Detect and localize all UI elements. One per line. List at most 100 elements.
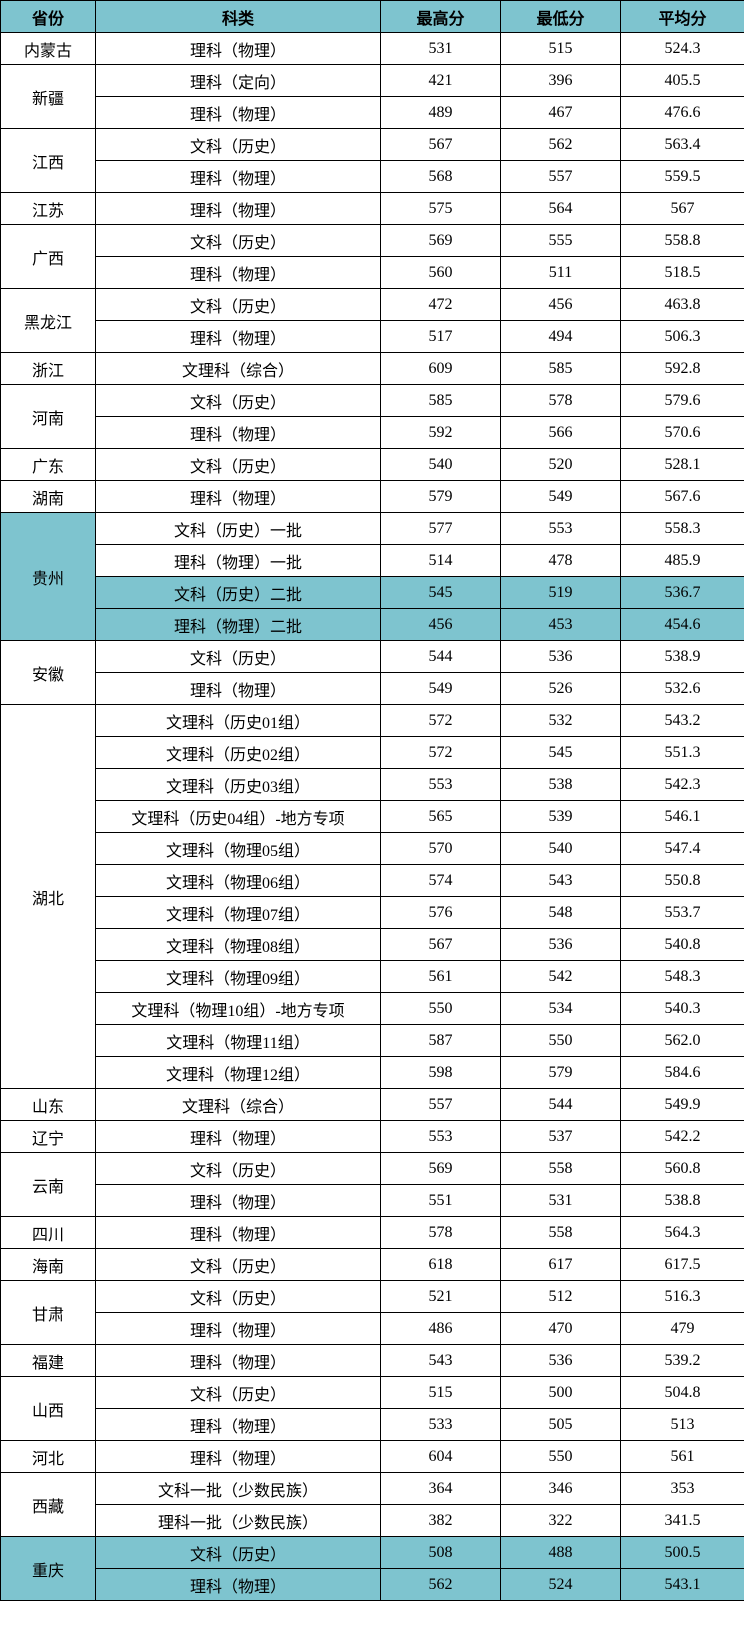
avg-cell: 516.3 bbox=[621, 1281, 744, 1313]
avg-cell: 536.7 bbox=[621, 577, 744, 609]
table-row: 文理科（物理12组）598579584.6 bbox=[1, 1057, 744, 1089]
avg-cell: 549.9 bbox=[621, 1089, 744, 1121]
min-cell: 322 bbox=[501, 1505, 621, 1537]
max-cell: 521 bbox=[381, 1281, 501, 1313]
table-row: 理科（物理）517494506.3 bbox=[1, 321, 744, 353]
category-cell: 文理科（历史03组） bbox=[96, 769, 381, 801]
score-table: 省份 科类 最高分 最低分 平均分 内蒙古理科（物理）531515524.3新疆… bbox=[0, 0, 744, 1601]
min-cell: 542 bbox=[501, 961, 621, 993]
avg-cell: 524.3 bbox=[621, 33, 744, 65]
max-cell: 575 bbox=[381, 193, 501, 225]
header-row: 省份 科类 最高分 最低分 平均分 bbox=[1, 1, 744, 33]
min-cell: 562 bbox=[501, 129, 621, 161]
max-cell: 569 bbox=[381, 1153, 501, 1185]
category-cell: 文科（历史） bbox=[96, 289, 381, 321]
category-cell: 理科一批（少数民族） bbox=[96, 1505, 381, 1537]
max-cell: 508 bbox=[381, 1537, 501, 1569]
category-cell: 文理科（综合） bbox=[96, 353, 381, 385]
max-cell: 515 bbox=[381, 1377, 501, 1409]
table-row: 文理科（历史04组）-地方专项565539546.1 bbox=[1, 801, 744, 833]
avg-cell: 542.3 bbox=[621, 769, 744, 801]
category-cell: 理科（物理） bbox=[96, 1313, 381, 1345]
category-cell: 理科（物理） bbox=[96, 257, 381, 289]
table-row: 云南文科（历史）569558560.8 bbox=[1, 1153, 744, 1185]
table-row: 海南文科（历史）618617617.5 bbox=[1, 1249, 744, 1281]
min-cell: 534 bbox=[501, 993, 621, 1025]
province-cell: 内蒙古 bbox=[1, 33, 96, 65]
table-row: 理科（物理）486470479 bbox=[1, 1313, 744, 1345]
category-cell: 理科（物理） bbox=[96, 481, 381, 513]
province-cell: 西藏 bbox=[1, 1473, 96, 1537]
min-cell: 617 bbox=[501, 1249, 621, 1281]
table-row: 理科（物理）551531538.8 bbox=[1, 1185, 744, 1217]
table-row: 文理科（物理06组）574543550.8 bbox=[1, 865, 744, 897]
max-cell: 576 bbox=[381, 897, 501, 929]
category-cell: 文科（历史） bbox=[96, 1153, 381, 1185]
category-cell: 理科（物理） bbox=[96, 321, 381, 353]
min-cell: 511 bbox=[501, 257, 621, 289]
province-cell: 重庆 bbox=[1, 1537, 96, 1601]
table-row: 重庆文科（历史）508488500.5 bbox=[1, 1537, 744, 1569]
max-cell: 569 bbox=[381, 225, 501, 257]
table-row: 湖北文理科（历史01组）572532543.2 bbox=[1, 705, 744, 737]
avg-cell: 560.8 bbox=[621, 1153, 744, 1185]
category-cell: 理科（物理） bbox=[96, 33, 381, 65]
avg-cell: 564.3 bbox=[621, 1217, 744, 1249]
table-row: 湖南理科（物理）579549567.6 bbox=[1, 481, 744, 513]
min-cell: 555 bbox=[501, 225, 621, 257]
avg-cell: 553.7 bbox=[621, 897, 744, 929]
min-cell: 578 bbox=[501, 385, 621, 417]
max-cell: 553 bbox=[381, 1121, 501, 1153]
min-cell: 579 bbox=[501, 1057, 621, 1089]
table-row: 文科（历史）二批545519536.7 bbox=[1, 577, 744, 609]
category-cell: 理科（物理）二批 bbox=[96, 609, 381, 641]
min-cell: 346 bbox=[501, 1473, 621, 1505]
table-row: 文理科（历史03组）553538542.3 bbox=[1, 769, 744, 801]
category-cell: 理科（物理） bbox=[96, 161, 381, 193]
province-cell: 河北 bbox=[1, 1441, 96, 1473]
province-cell: 云南 bbox=[1, 1153, 96, 1217]
min-cell: 520 bbox=[501, 449, 621, 481]
min-cell: 538 bbox=[501, 769, 621, 801]
avg-cell: 551.3 bbox=[621, 737, 744, 769]
max-cell: 572 bbox=[381, 705, 501, 737]
min-cell: 505 bbox=[501, 1409, 621, 1441]
table-row: 理科（物理）549526532.6 bbox=[1, 673, 744, 705]
avg-cell: 538.8 bbox=[621, 1185, 744, 1217]
province-cell: 福建 bbox=[1, 1345, 96, 1377]
avg-cell: 592.8 bbox=[621, 353, 744, 385]
min-cell: 545 bbox=[501, 737, 621, 769]
max-cell: 579 bbox=[381, 481, 501, 513]
avg-cell: 579.6 bbox=[621, 385, 744, 417]
max-cell: 609 bbox=[381, 353, 501, 385]
header-max: 最高分 bbox=[381, 1, 501, 33]
table-row: 黑龙江文科（历史）472456463.8 bbox=[1, 289, 744, 321]
min-cell: 536 bbox=[501, 929, 621, 961]
min-cell: 536 bbox=[501, 641, 621, 673]
table-row: 文理科（物理05组）570540547.4 bbox=[1, 833, 744, 865]
category-cell: 理科（物理） bbox=[96, 1185, 381, 1217]
max-cell: 456 bbox=[381, 609, 501, 641]
min-cell: 494 bbox=[501, 321, 621, 353]
avg-cell: 540.8 bbox=[621, 929, 744, 961]
max-cell: 562 bbox=[381, 1569, 501, 1601]
min-cell: 488 bbox=[501, 1537, 621, 1569]
table-row: 文理科（物理10组）-地方专项550534540.3 bbox=[1, 993, 744, 1025]
min-cell: 543 bbox=[501, 865, 621, 897]
table-row: 江苏理科（物理）575564567 bbox=[1, 193, 744, 225]
table-row: 文理科（物理07组）576548553.7 bbox=[1, 897, 744, 929]
max-cell: 572 bbox=[381, 737, 501, 769]
avg-cell: 513 bbox=[621, 1409, 744, 1441]
min-cell: 515 bbox=[501, 33, 621, 65]
avg-cell: 562.0 bbox=[621, 1025, 744, 1057]
category-cell: 理科（物理）一批 bbox=[96, 545, 381, 577]
min-cell: 550 bbox=[501, 1025, 621, 1057]
avg-cell: 567 bbox=[621, 193, 744, 225]
avg-cell: 542.2 bbox=[621, 1121, 744, 1153]
avg-cell: 563.4 bbox=[621, 129, 744, 161]
category-cell: 理科（物理） bbox=[96, 97, 381, 129]
category-cell: 文理科（物理11组） bbox=[96, 1025, 381, 1057]
avg-cell: 479 bbox=[621, 1313, 744, 1345]
province-cell: 甘肃 bbox=[1, 1281, 96, 1345]
min-cell: 557 bbox=[501, 161, 621, 193]
